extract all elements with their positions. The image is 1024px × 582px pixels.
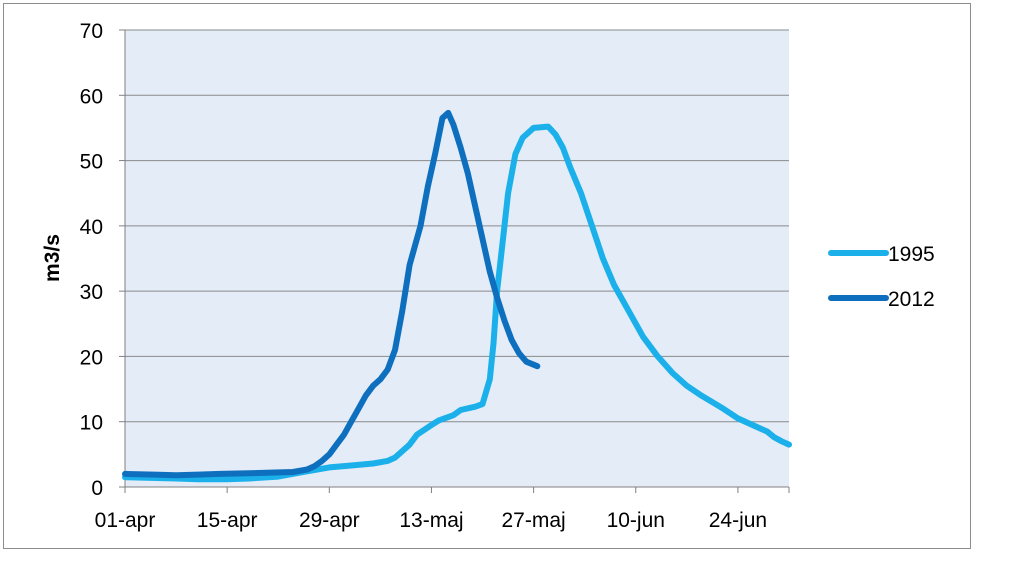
gridlines bbox=[125, 29, 789, 423]
y-tick-label: 10 bbox=[80, 412, 103, 435]
x-axis-ticks: 01-apr 15-apr 29-apr 13-maj 27-maj 10-jun 24-j… bbox=[95, 487, 790, 532]
series-line-1995 bbox=[122, 123, 792, 483]
legend-label-1995: 1995 bbox=[888, 243, 935, 266]
series-layer bbox=[122, 109, 792, 483]
y-axis-label: m3/s bbox=[41, 234, 64, 282]
y-tick-label: 70 bbox=[80, 20, 103, 43]
y-tick-label: 40 bbox=[80, 216, 103, 239]
x-tick-label: 27-maj bbox=[502, 509, 566, 532]
x-tick-label: 10-jun bbox=[607, 509, 665, 532]
y-tick-label: 0 bbox=[91, 477, 103, 500]
x-tick-label: 15-apr bbox=[197, 509, 258, 532]
y-tick-label: 50 bbox=[80, 151, 103, 174]
legend-label-2012: 2012 bbox=[888, 288, 935, 311]
x-tick-label: 24-jun bbox=[709, 509, 767, 532]
x-tick-label: 01-apr bbox=[95, 509, 156, 532]
series-line-2012 bbox=[122, 109, 541, 479]
y-tick-label: 30 bbox=[80, 281, 103, 304]
legend: 1995 2012 bbox=[828, 243, 935, 311]
plot-area bbox=[125, 30, 789, 487]
x-tick-label: 29-apr bbox=[299, 509, 360, 532]
y-axis-ticks: 0 10 20 30 40 50 60 70 bbox=[80, 20, 125, 500]
x-tick-label: 13-maj bbox=[399, 509, 463, 532]
axes bbox=[124, 30, 789, 488]
y-tick-label: 60 bbox=[80, 85, 103, 108]
y-tick-label: 20 bbox=[80, 346, 103, 369]
